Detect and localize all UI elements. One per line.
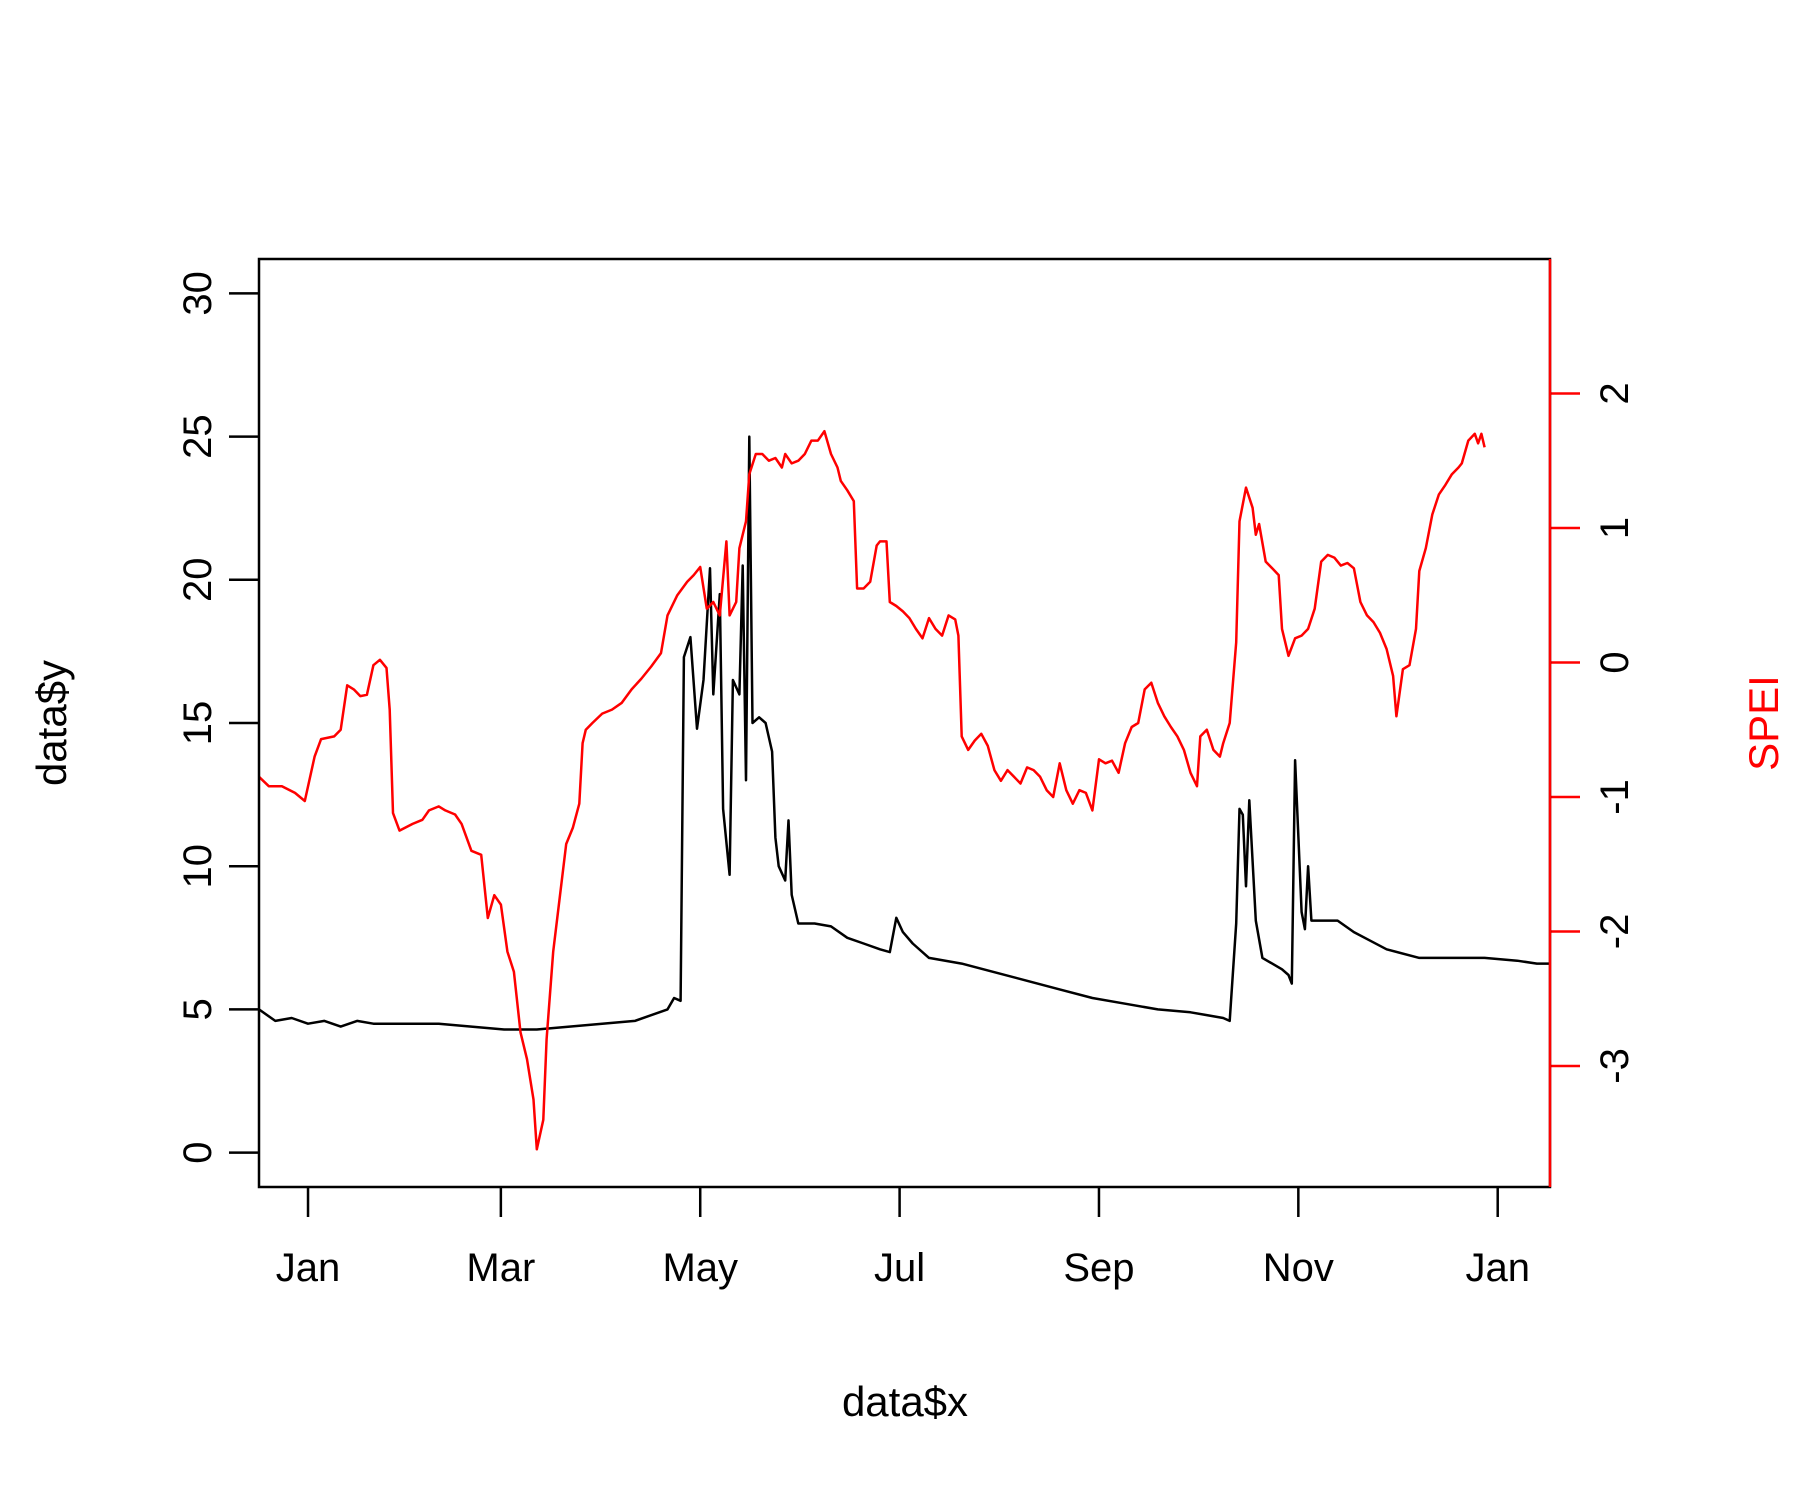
- y2-tick-label: -1: [1593, 779, 1637, 815]
- x-tick-label: Jan: [276, 1246, 341, 1290]
- chart-ticks-layer: 0 5 10 15 20 25 30 -3 -2 -1 0 1 2 Jan Mar May Jul Sep Nov J…: [176, 271, 1637, 1290]
- y2-tick-label: 0: [1593, 651, 1637, 673]
- y-tick-label: 20: [176, 558, 220, 603]
- y-axis-title: data$y: [28, 660, 75, 786]
- data-y-series-line: [258, 435, 1550, 1031]
- x-tick-label: Jan: [1465, 1246, 1530, 1290]
- y2-tick-label: -3: [1593, 1048, 1637, 1084]
- y-tick-label: 30: [176, 271, 220, 316]
- y-tick-label: 10: [176, 844, 220, 889]
- x-axis-title: data$x: [842, 1378, 968, 1425]
- x-tick-label: May: [662, 1246, 738, 1290]
- plot-frame: [257, 257, 1552, 1189]
- y2-axis-title: SPEI: [1740, 675, 1787, 771]
- x-tick-label: Nov: [1263, 1246, 1334, 1290]
- x-tick-label: Jul: [874, 1246, 925, 1290]
- y2-tick-label: 2: [1593, 382, 1637, 404]
- y-tick-label: 0: [176, 1142, 220, 1164]
- y-tick-label: 25: [176, 414, 220, 459]
- spei-series-line: [258, 429, 1486, 1151]
- x-tick-label: Mar: [466, 1246, 535, 1290]
- chart-series-layer: [258, 429, 1550, 1151]
- y2-tick-label: 1: [1593, 517, 1637, 539]
- y-tick-label: 15: [176, 701, 220, 746]
- x-tick-label: Sep: [1063, 1246, 1134, 1290]
- y-tick-label: 5: [176, 998, 220, 1020]
- y2-tick-label: -2: [1593, 914, 1637, 950]
